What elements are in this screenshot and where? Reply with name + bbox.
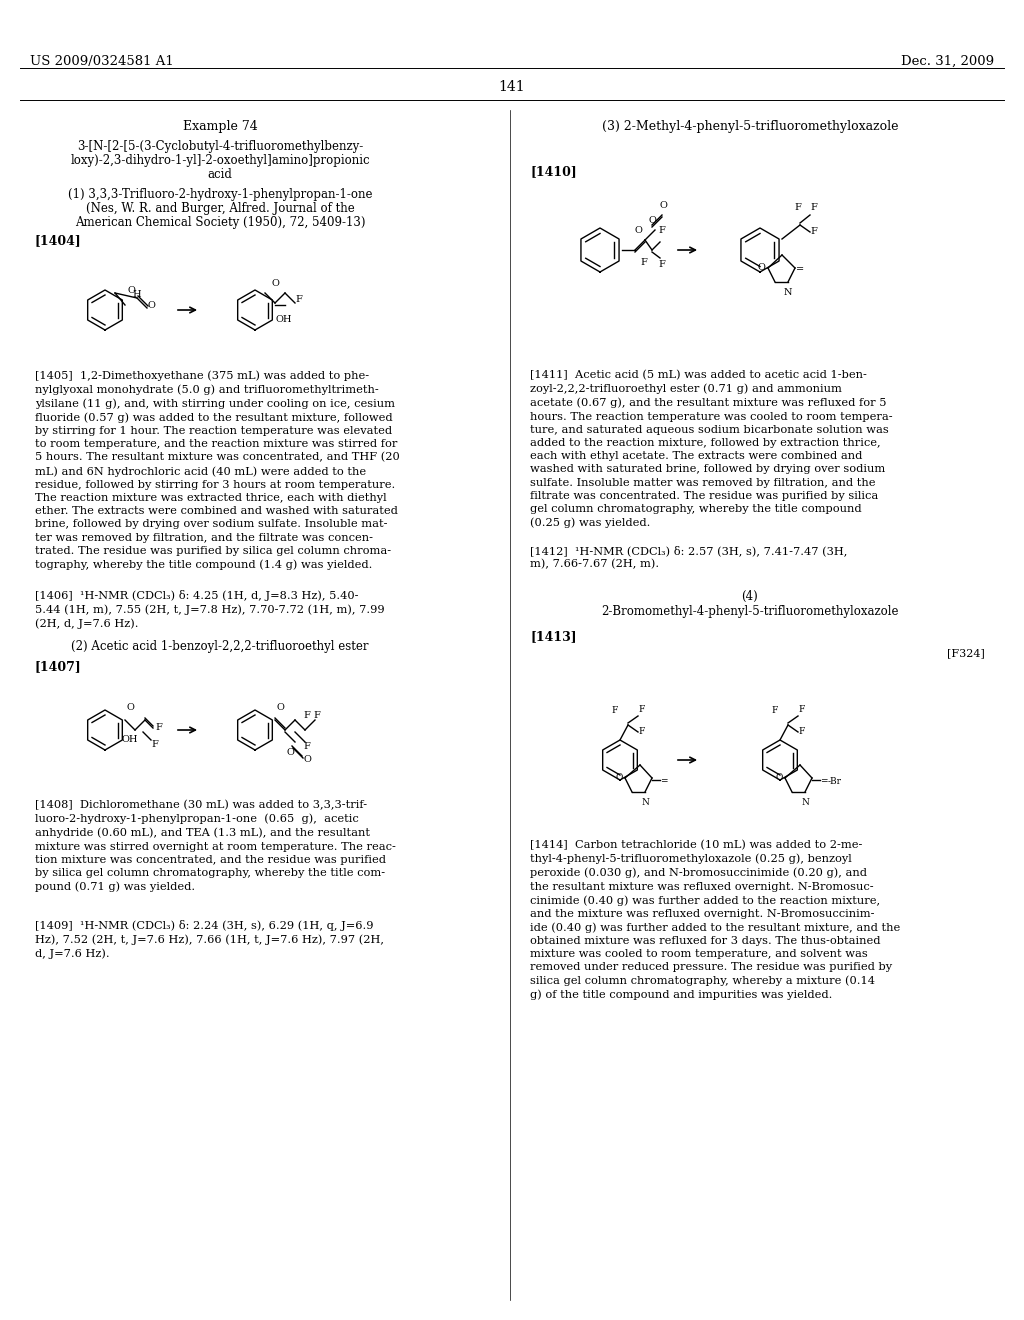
Text: Dec. 31, 2009: Dec. 31, 2009 (901, 55, 994, 69)
Text: O: O (276, 704, 284, 711)
Text: (2) Acetic acid 1-benzoyl-2,2,2-trifluoroethyl ester: (2) Acetic acid 1-benzoyl-2,2,2-trifluor… (72, 640, 369, 653)
Text: O: O (615, 774, 623, 783)
Text: O: O (126, 704, 134, 711)
Text: [1410]: [1410] (530, 165, 577, 178)
Text: 141: 141 (499, 81, 525, 94)
Text: American Chemical Society (1950), 72, 5409-13): American Chemical Society (1950), 72, 54… (75, 216, 366, 228)
Text: OH: OH (275, 315, 292, 323)
Text: =: = (796, 265, 804, 275)
Text: [1407]: [1407] (35, 660, 82, 673)
Text: H: H (133, 290, 141, 300)
Text: (3) 2-Methyl-4-phenyl-5-trifluoromethyloxazole: (3) 2-Methyl-4-phenyl-5-trifluoromethylo… (602, 120, 898, 133)
Text: F: F (810, 203, 817, 213)
Text: [1414]  Carbon tetrachloride (10 mL) was added to 2-me-
thyl-4-phenyl-5-trifluor: [1414] Carbon tetrachloride (10 mL) was … (530, 840, 900, 1001)
Text: O: O (148, 301, 156, 310)
Text: O: O (127, 286, 135, 294)
Text: O: O (660, 201, 668, 210)
Text: O: O (271, 279, 279, 288)
Text: F: F (295, 296, 302, 305)
Text: [1404]: [1404] (35, 234, 82, 247)
Text: [1408]  Dichloromethane (30 mL) was added to 3,3,3-trif-
luoro-2-hydroxy-1-pheny: [1408] Dichloromethane (30 mL) was added… (35, 800, 396, 892)
Text: F: F (155, 722, 162, 731)
Text: O: O (634, 226, 642, 235)
Text: 3-[N-[2-[5-(3-Cyclobutyl-4-trifluoromethylbenzy-: 3-[N-[2-[5-(3-Cyclobutyl-4-trifluorometh… (77, 140, 364, 153)
Text: (Nes, W. R. and Burger, Alfred. Journal of the: (Nes, W. R. and Burger, Alfred. Journal … (86, 202, 354, 215)
Text: O: O (648, 216, 656, 224)
Text: F: F (798, 705, 805, 714)
Text: F: F (798, 727, 805, 737)
Text: [1409]  ¹H-NMR (CDCl₃) δ: 2.24 (3H, s), 6.29 (1H, q, J=6.9
Hz), 7.52 (2H, t, J=7: [1409] ¹H-NMR (CDCl₃) δ: 2.24 (3H, s), 6… (35, 920, 384, 958)
Text: -Br: -Br (828, 777, 842, 787)
Text: F: F (151, 741, 158, 748)
Text: N: N (641, 799, 649, 807)
Text: F: F (638, 705, 644, 714)
Text: [1405]  1,2-Dimethoxyethane (375 mL) was added to phe-
nylglyoxal monohydrate (5: [1405] 1,2-Dimethoxyethane (375 mL) was … (35, 370, 399, 570)
Text: F: F (611, 706, 618, 715)
Text: F: F (658, 260, 665, 269)
Text: F: F (640, 257, 647, 267)
Text: [1413]: [1413] (530, 630, 577, 643)
Text: O: O (303, 755, 311, 764)
Text: (1) 3,3,3-Trifluoro-2-hydroxy-1-phenylpropan-1-one: (1) 3,3,3-Trifluoro-2-hydroxy-1-phenylpr… (68, 187, 373, 201)
Text: [1412]  ¹H-NMR (CDCl₃) δ: 2.57 (3H, s), 7.41-7.47 (3H,
m), 7.66-7.67 (2H, m).: [1412] ¹H-NMR (CDCl₃) δ: 2.57 (3H, s), 7… (530, 545, 848, 569)
Text: F: F (658, 226, 665, 235)
Text: [F324]: [F324] (947, 648, 985, 657)
Text: N: N (801, 799, 809, 807)
Text: O: O (757, 264, 765, 272)
Text: (4): (4) (741, 590, 759, 603)
Text: [1411]  Acetic acid (5 mL) was added to acetic acid 1-ben-
zoyl-2,2,2-trifluoroe: [1411] Acetic acid (5 mL) was added to a… (530, 370, 893, 528)
Text: 2-Bromomethyl-4-phenyl-5-trifluoromethyloxazole: 2-Bromomethyl-4-phenyl-5-trifluoromethyl… (601, 605, 899, 618)
Text: OH: OH (122, 735, 138, 744)
Text: US 2009/0324581 A1: US 2009/0324581 A1 (30, 55, 174, 69)
Text: F: F (303, 710, 310, 719)
Text: F: F (795, 203, 802, 213)
Text: F: F (303, 742, 310, 751)
Text: loxy)-2,3-dihydro-1-yl]-2-oxoethyl]amino]propionic: loxy)-2,3-dihydro-1-yl]-2-oxoethyl]amino… (71, 154, 370, 168)
Text: =: = (820, 777, 827, 787)
Text: [1406]  ¹H-NMR (CDCl₃) δ: 4.25 (1H, d, J=8.3 Hz), 5.40-
5.44 (1H, m), 7.55 (2H, : [1406] ¹H-NMR (CDCl₃) δ: 4.25 (1H, d, J=… (35, 590, 385, 628)
Text: F: F (638, 727, 644, 737)
Text: O: O (775, 774, 783, 783)
Text: F: F (313, 710, 319, 719)
Text: O: O (286, 748, 294, 756)
Text: F: F (772, 706, 778, 715)
Text: F: F (810, 227, 817, 236)
Text: Example 74: Example 74 (182, 120, 257, 133)
Text: acid: acid (208, 168, 232, 181)
Text: N: N (783, 288, 793, 297)
Text: =: = (660, 777, 668, 787)
